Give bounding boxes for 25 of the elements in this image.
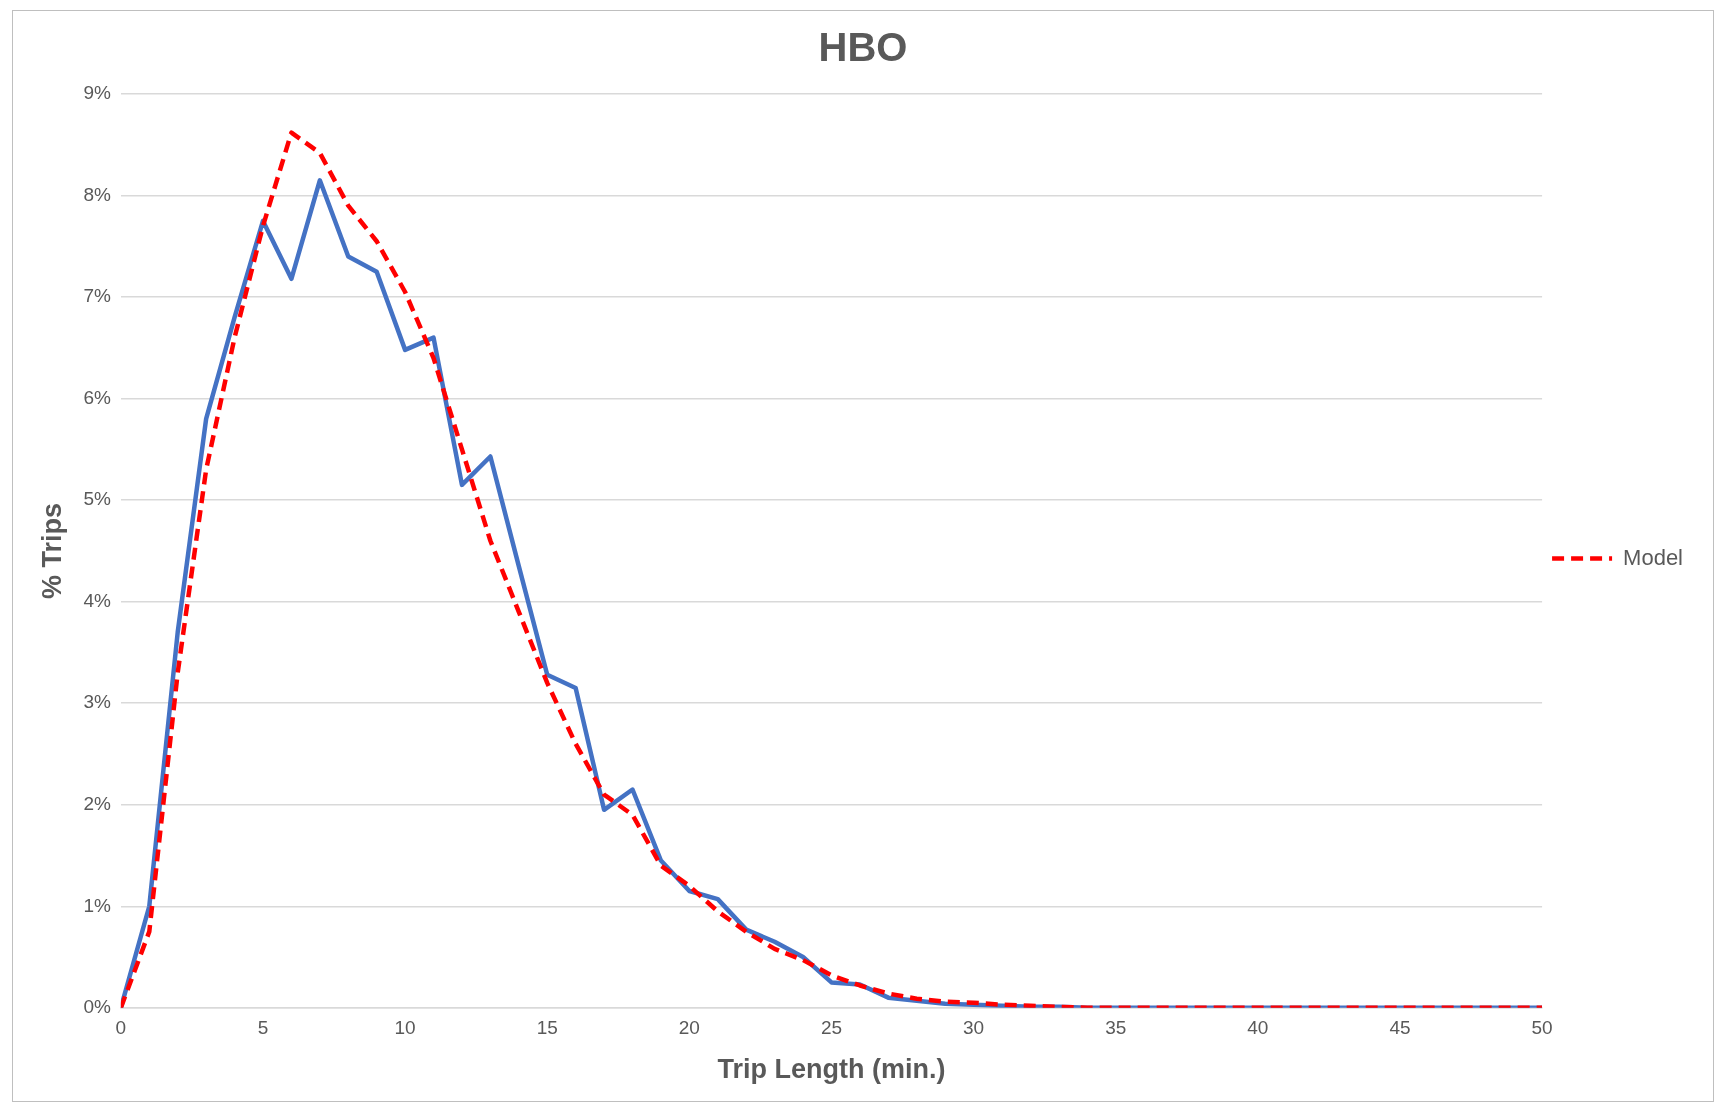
y-tick-label: 8% xyxy=(83,183,111,205)
y-tick-label: 4% xyxy=(83,589,111,611)
x-tick-label: 15 xyxy=(536,1017,558,1039)
chart-title: HBO xyxy=(818,25,908,70)
y-tick-label: 1% xyxy=(83,894,111,916)
y-tick-label: 2% xyxy=(83,792,111,814)
y-tick-label: 9% xyxy=(83,82,111,104)
y-tick-label: 3% xyxy=(83,691,111,713)
x-tick-label: 10 xyxy=(394,1017,416,1039)
x-tick-label: 45 xyxy=(1389,1017,1411,1039)
y-tick-label: 5% xyxy=(83,488,111,510)
legend-label: Model xyxy=(1623,544,1683,570)
x-tick-label: 20 xyxy=(678,1017,700,1039)
y-tick-label: 6% xyxy=(83,386,111,408)
x-tick-label: 40 xyxy=(1247,1017,1269,1039)
x-axis-title: Trip Length (min.) xyxy=(717,1054,946,1085)
y-tick-label: 7% xyxy=(83,285,111,307)
x-tick-label: 35 xyxy=(1105,1017,1127,1039)
x-tick-label: 25 xyxy=(820,1017,843,1039)
x-tick-label: 30 xyxy=(963,1017,985,1039)
y-tick-label: 0% xyxy=(83,996,111,1018)
y-axis-title: % Trips xyxy=(36,502,67,599)
x-tick-label: 5 xyxy=(257,1017,269,1039)
x-tick-label: 0 xyxy=(115,1017,127,1039)
x-tick-label: 50 xyxy=(1531,1017,1553,1039)
